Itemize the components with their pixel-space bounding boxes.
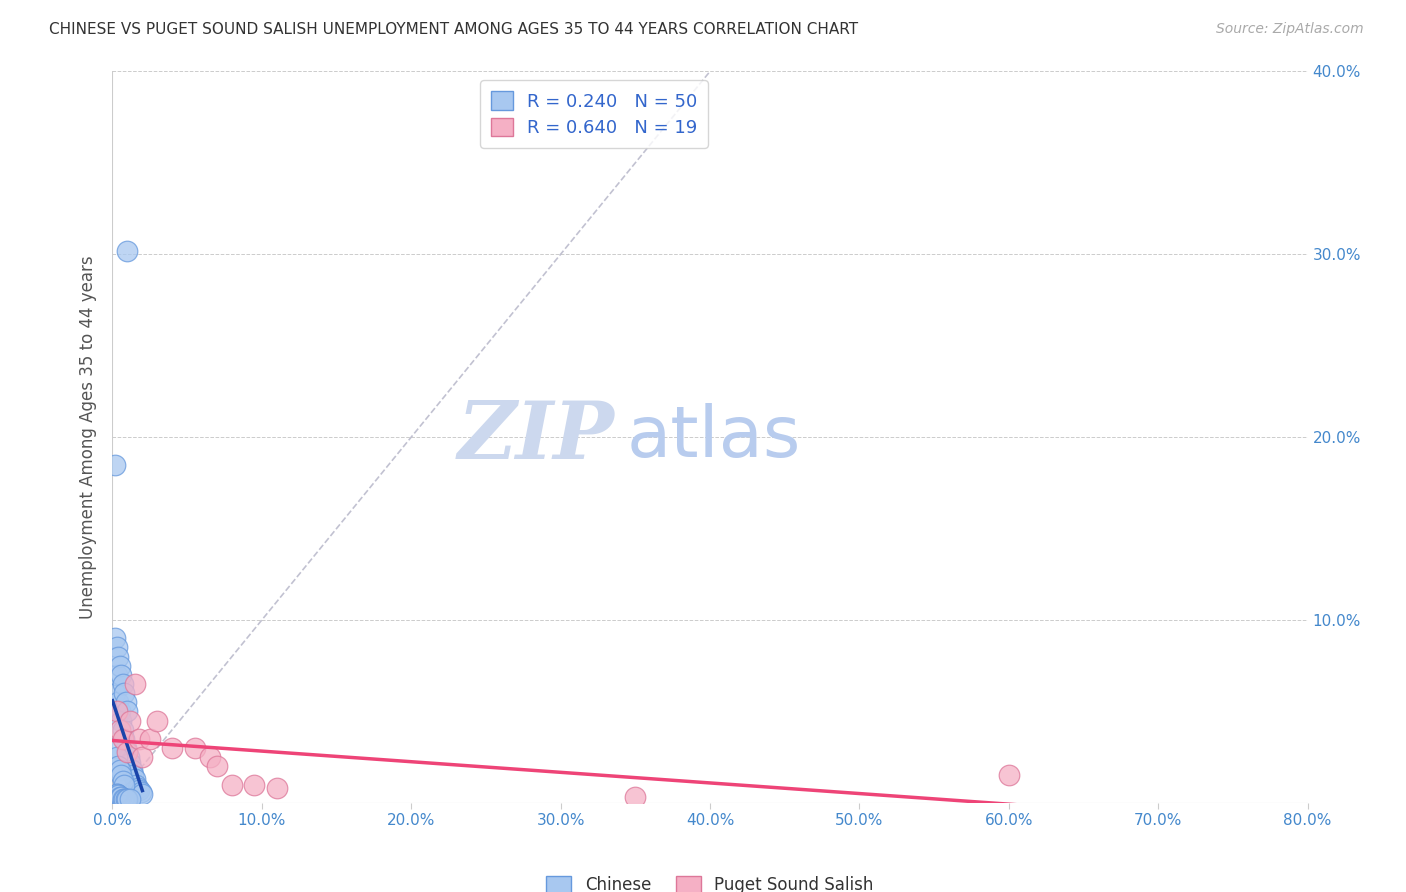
Point <box>115 695 138 709</box>
Point <box>111 677 134 691</box>
Point <box>131 750 153 764</box>
Point <box>221 778 243 792</box>
Point <box>205 759 228 773</box>
Point <box>105 787 128 801</box>
Point <box>998 768 1021 782</box>
Point <box>108 658 131 673</box>
Point <box>114 792 135 806</box>
Point <box>108 763 131 777</box>
Point <box>105 750 128 764</box>
Point <box>121 763 143 777</box>
Point <box>110 714 132 728</box>
Point <box>105 640 128 655</box>
Point <box>114 686 135 700</box>
Text: Source: ZipAtlas.com: Source: ZipAtlas.com <box>1216 22 1364 37</box>
Point <box>117 745 139 759</box>
Point <box>107 649 129 664</box>
Point <box>111 731 134 746</box>
Point <box>104 740 127 755</box>
Point <box>104 632 127 646</box>
Point <box>124 677 146 691</box>
Point <box>198 750 221 764</box>
Point <box>124 772 146 786</box>
Point <box>117 705 139 719</box>
Text: atlas: atlas <box>627 402 801 472</box>
Point <box>108 723 131 737</box>
Point <box>266 781 288 796</box>
Point <box>624 790 647 805</box>
Point <box>117 745 139 759</box>
Point <box>107 695 129 709</box>
Point <box>129 785 152 799</box>
Point <box>108 790 131 805</box>
Point <box>139 731 162 746</box>
Point <box>104 458 127 472</box>
Point <box>125 778 148 792</box>
Point <box>243 778 266 792</box>
Point <box>110 790 132 805</box>
Point <box>114 778 135 792</box>
Point <box>105 787 128 801</box>
Point <box>107 789 129 803</box>
Point <box>108 790 131 805</box>
Point <box>128 783 150 797</box>
Point <box>107 759 129 773</box>
Point <box>105 667 128 681</box>
Point <box>118 750 141 764</box>
Point <box>127 781 149 796</box>
Point <box>110 768 132 782</box>
Point <box>105 705 128 719</box>
Y-axis label: Unemployment Among Ages 35 to 44 years: Unemployment Among Ages 35 to 44 years <box>79 255 97 619</box>
Point <box>120 714 142 728</box>
Point <box>115 792 138 806</box>
Text: CHINESE VS PUGET SOUND SALISH UNEMPLOYMENT AMONG AGES 35 TO 44 YEARS CORRELATION: CHINESE VS PUGET SOUND SALISH UNEMPLOYME… <box>49 22 858 37</box>
Point <box>110 667 132 681</box>
Point <box>183 740 205 755</box>
Point <box>146 714 169 728</box>
Point <box>120 756 142 770</box>
Point <box>117 244 139 258</box>
Point <box>110 790 132 805</box>
Point <box>162 740 183 755</box>
Point <box>111 723 134 737</box>
Point <box>131 787 153 801</box>
Point <box>128 731 150 746</box>
Point <box>117 792 139 806</box>
Point <box>104 686 127 700</box>
Point <box>111 773 134 788</box>
Text: ZIP: ZIP <box>457 399 614 475</box>
Point <box>115 740 138 755</box>
Legend: Chinese, Puget Sound Salish: Chinese, Puget Sound Salish <box>540 870 880 892</box>
Point <box>122 768 145 782</box>
Point <box>111 792 134 806</box>
Point <box>114 731 135 746</box>
Point <box>108 705 131 719</box>
Point <box>120 792 142 806</box>
Point <box>107 789 129 803</box>
